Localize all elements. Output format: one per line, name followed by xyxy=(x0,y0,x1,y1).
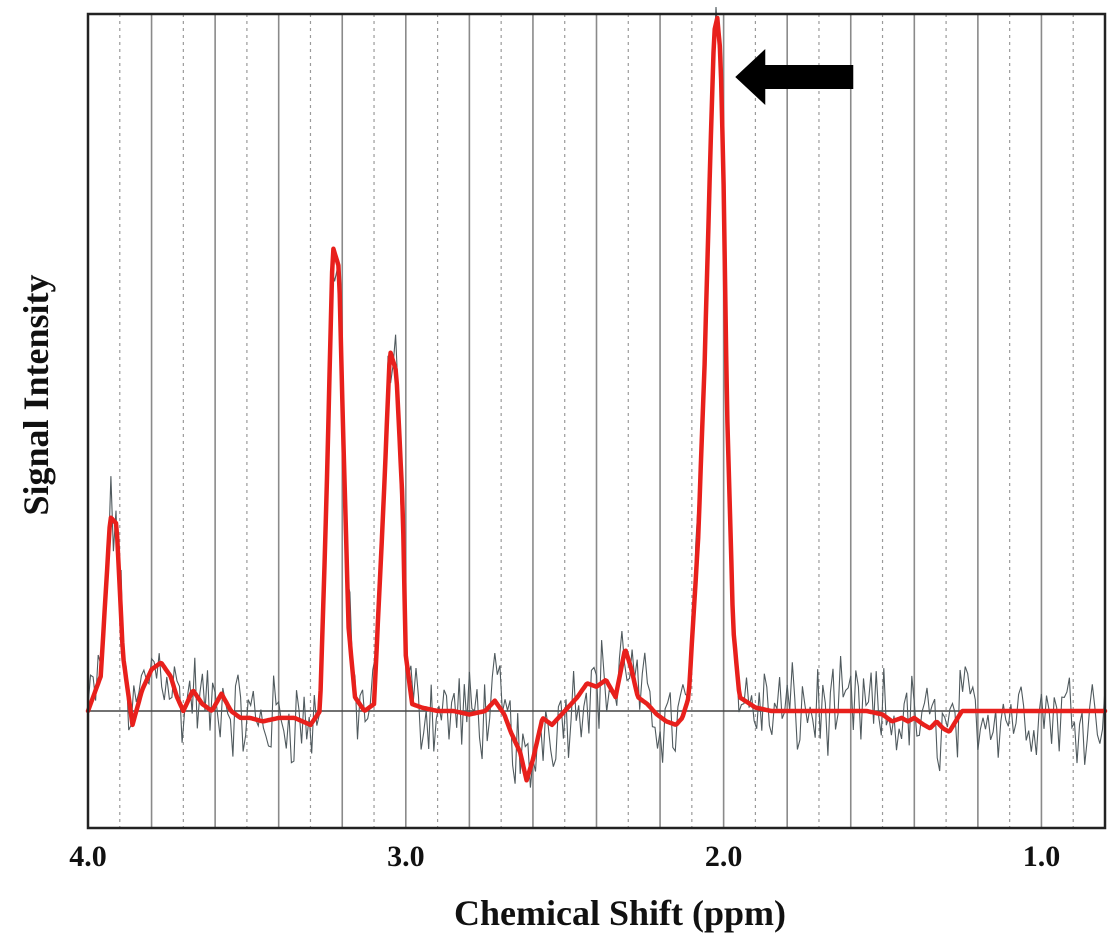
fitted-spectrum-line xyxy=(85,15,1108,783)
x-tick-label: 2.0 xyxy=(705,840,743,873)
y-axis-title: Signal Intensity xyxy=(16,274,56,515)
raw-spectrum-series xyxy=(87,6,1106,788)
arrow-icon xyxy=(735,49,854,105)
x-tick-label: 3.0 xyxy=(387,840,425,873)
grid xyxy=(119,14,1074,828)
raw-spectrum-line xyxy=(87,6,1106,788)
x-tick-label: 1.0 xyxy=(1023,840,1061,873)
peak-arrow xyxy=(735,49,854,105)
plot-frame xyxy=(86,12,1107,830)
x-axis-title: Chemical Shift (ppm) xyxy=(454,893,786,933)
x-axis-ticks: 4.0 3.0 2.0 1.0 xyxy=(69,840,1060,873)
x-tick-label: 4.0 xyxy=(69,840,107,873)
fitted-spectrum-series xyxy=(85,15,1108,783)
